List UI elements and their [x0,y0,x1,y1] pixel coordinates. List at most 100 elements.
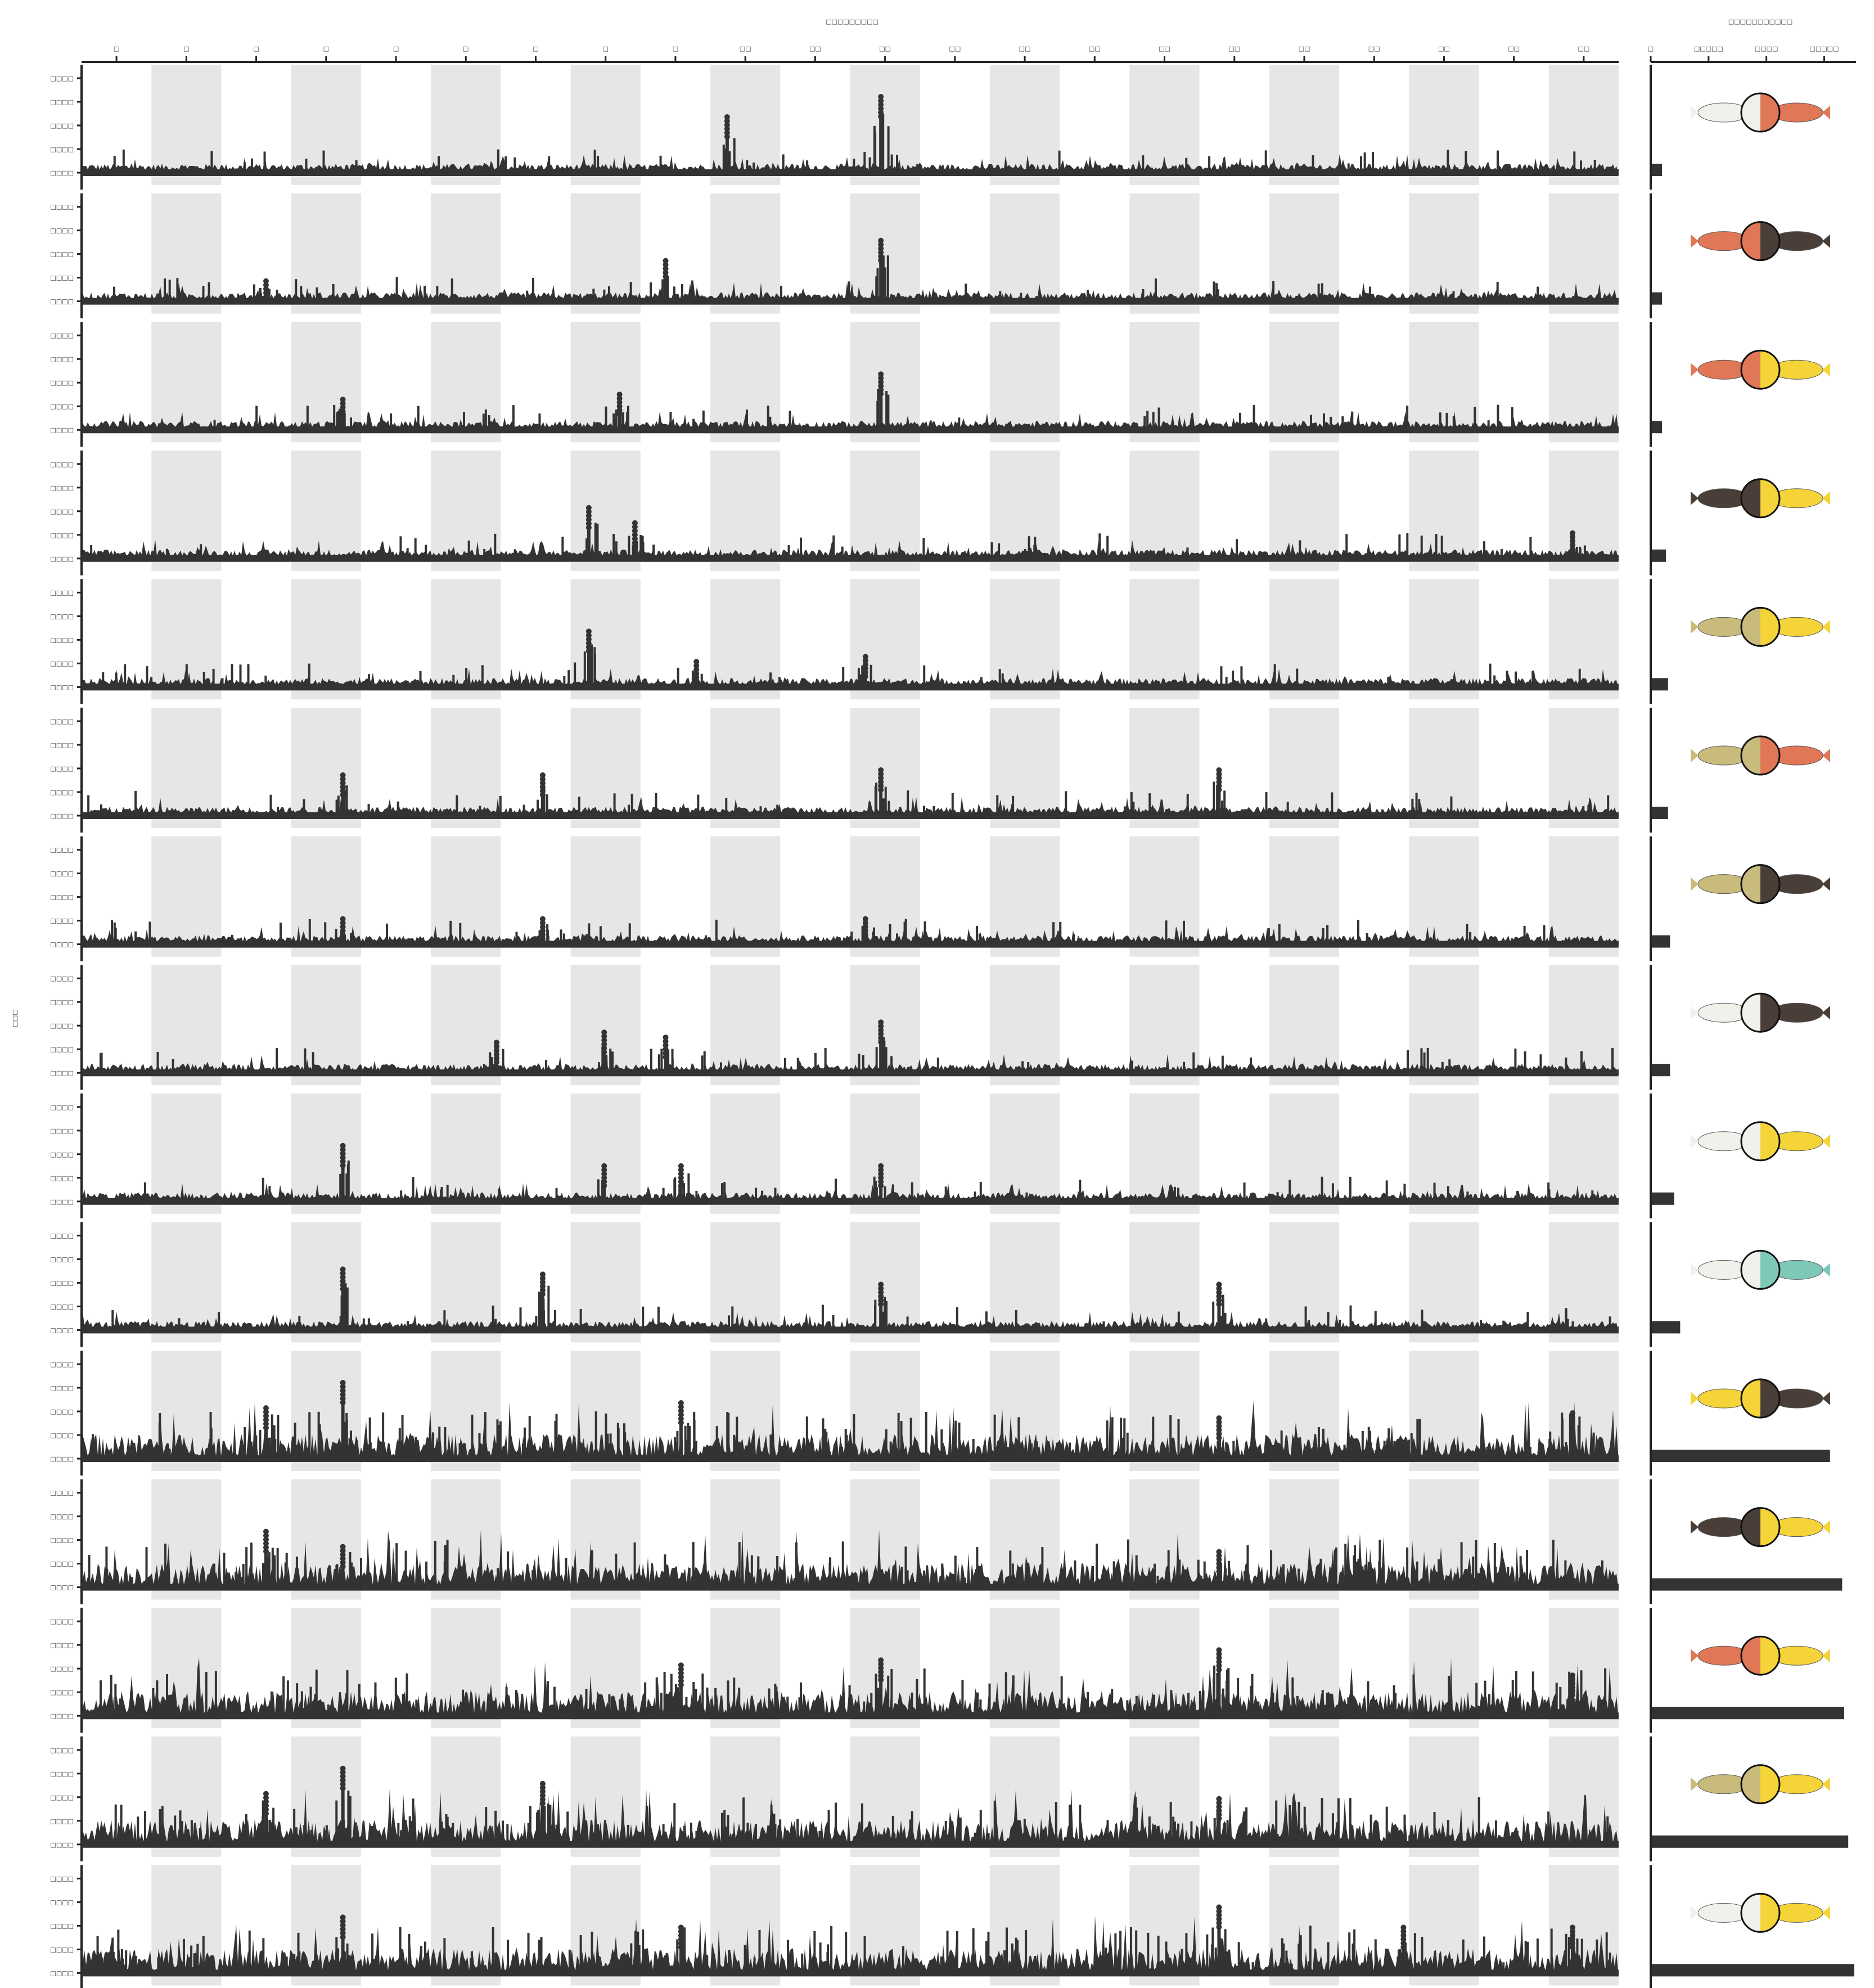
peak-marker [537,799,539,816]
snp-marker [1307,1576,1310,1587]
peak-point [878,110,884,115]
peak-point [862,658,868,664]
peak-marker [1217,1284,1221,1330]
snp-marker [1511,1450,1513,1459]
snp-marker [548,156,551,173]
chromosome-band [1548,1222,1619,1343]
left-fish-tail [1691,620,1699,634]
snp-marker [1514,1049,1517,1073]
snp-marker [100,1053,103,1073]
peak-point [1216,1916,1222,1922]
snp-marker [532,277,535,302]
peak-marker [1225,1951,1228,1973]
peak-marker [1217,1441,1219,1459]
snp-marker [1394,1693,1397,1716]
snp-marker [1398,534,1401,559]
snp-marker [494,1319,497,1330]
peak-marker [879,1284,883,1330]
chromosome-band [1409,322,1479,443]
peak-marker [341,1269,345,1330]
snp-marker [1406,1547,1409,1587]
peak-marker [678,1692,681,1716]
snp-marker [424,285,426,302]
peak-marker [264,1431,267,1459]
snp-marker [954,1555,957,1587]
peak-point [340,916,346,922]
snp-marker [367,674,370,687]
snp-marker [1364,1564,1367,1587]
peak-point [340,1388,346,1393]
snp-marker [1073,934,1075,944]
snp-marker [904,1546,907,1587]
snp-marker [157,1957,160,1973]
snp-marker [165,1674,168,1716]
peak-marker [1226,1669,1228,1716]
snp-marker [1370,1814,1372,1845]
snp-marker [826,1951,829,1973]
snp-marker [755,1824,758,1845]
snp-marker [861,1803,863,1845]
snp-marker [1313,1449,1316,1459]
snp-marker [1087,1692,1089,1716]
snp-marker [114,1684,117,1716]
split-circle-right [1760,1636,1780,1675]
snp-marker [449,920,452,944]
peak-point [340,1769,346,1775]
divergence-bar [1652,678,1668,691]
peak-marker [539,1293,542,1330]
snp-marker [90,545,93,559]
peak-marker [349,1431,352,1459]
split-circle-outline [1740,478,1781,519]
snp-marker [715,1426,718,1459]
snp-marker [965,284,967,302]
y-tick-label: □□□□ [50,332,74,339]
peak-point [878,1665,884,1671]
snp-marker [1493,1542,1496,1587]
peak-point [1570,1676,1576,1683]
snp-marker [819,1942,822,1973]
snp-marker [1572,1832,1575,1845]
snp-marker [574,662,576,687]
snp-marker [412,1177,415,1202]
peak-marker [884,267,887,302]
snp-marker [1278,924,1281,944]
y-tick-label: □□□□ [50,169,74,177]
peak-marker [337,1948,340,1973]
snp-marker [1378,1561,1381,1587]
snp-marker [863,1936,866,1973]
peak-marker [264,1793,268,1845]
snp-marker [1494,1820,1497,1845]
snp-marker [1240,666,1243,687]
snp-marker [993,1414,996,1459]
snp-marker [314,1694,317,1716]
peak-marker [265,1818,268,1845]
snp-marker [1321,1798,1323,1845]
snp-marker [538,1940,540,1973]
snp-marker [1327,1312,1330,1330]
snp-marker [1170,1690,1173,1716]
snp-marker [987,1833,990,1845]
snp-marker [202,672,205,687]
snp-marker [343,1951,346,1973]
peak-marker [1399,1949,1402,1973]
snp-marker [445,1814,448,1845]
chromosome-band [850,65,920,185]
peak-marker [859,674,862,687]
y-tick-label: □□□□ [50,1818,74,1825]
snp-marker [298,1316,301,1330]
peak-marker [876,268,879,302]
snp-marker [834,1802,837,1845]
snp-marker [1479,1568,1482,1587]
manhattan-points [82,94,1619,1977]
fish-pair-icon [1691,1635,1830,1676]
peak-marker [879,97,883,173]
snp-marker [1186,794,1189,816]
peak-marker [628,536,630,559]
snp-marker [930,1578,933,1587]
peak-point [539,1800,546,1806]
snp-marker [1564,1560,1567,1587]
snp-marker [1524,1051,1526,1073]
snp-marker [1516,1835,1519,1845]
baseline-markers [82,1326,1619,1333]
peak-marker [587,542,590,559]
